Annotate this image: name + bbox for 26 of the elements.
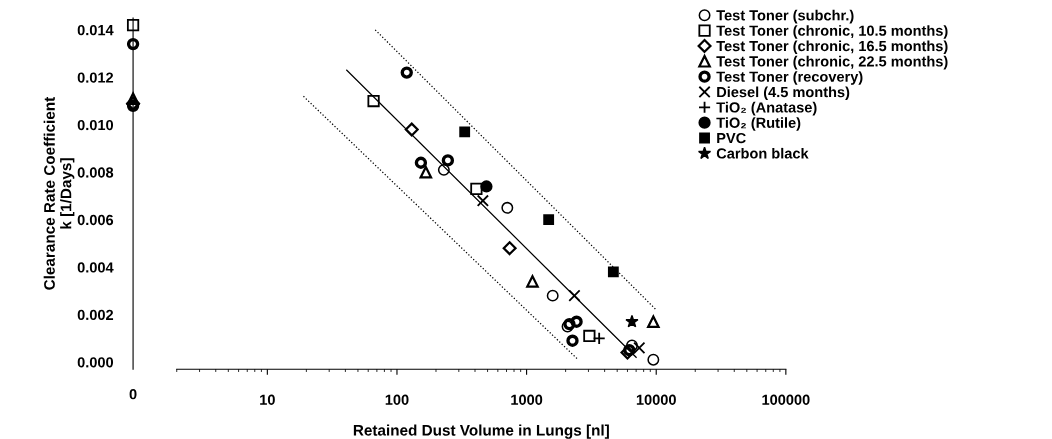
legend-label: Test Toner (chronic, 22.5 months)	[716, 55, 948, 70]
x-tick-label: 10	[260, 394, 275, 405]
legend-label: PVC	[717, 132, 746, 144]
legend-label: Carbon black	[716, 147, 809, 159]
y-tick-label: 0.000	[77, 357, 114, 368]
y-tick-label: 0.002	[77, 309, 114, 321]
y-tick-label: 0.004	[77, 262, 114, 273]
y-tick-label: 0.006	[77, 214, 114, 226]
y-tick-label: 0.014	[77, 24, 114, 36]
y-axis-title: Clearance Rate Coefficient k [1/Days]	[43, 96, 75, 290]
y-tick-label: 0.012	[77, 72, 114, 83]
y-tick-label: 0.008	[77, 167, 114, 178]
x-tick-label: 100000	[762, 394, 810, 405]
legend-label: TiO₂ (Rutile)	[716, 117, 801, 131]
legend-label: Test Toner (recovery)	[716, 71, 863, 85]
x-tick-label: 10000	[636, 394, 676, 405]
legend-label: Test Toner (chronic, 16.5 months)	[716, 40, 948, 55]
x-tick-label: 1000	[511, 394, 543, 405]
x-axis-title: Retained Dust Volume in Lungs [nl]	[353, 424, 609, 439]
y-tick-label: 0.010	[77, 119, 114, 131]
legend-label: TiO₂ (Anatase)	[716, 101, 817, 116]
x-tick-label: 0	[129, 389, 137, 400]
legend-label: Test Toner (chronic, 10.5 months)	[716, 25, 948, 39]
x-tick-label: 100	[385, 394, 409, 405]
legend-label: Diesel (4.5 months)	[717, 86, 850, 101]
legend-label: Test Toner (subchr.)	[716, 9, 854, 24]
